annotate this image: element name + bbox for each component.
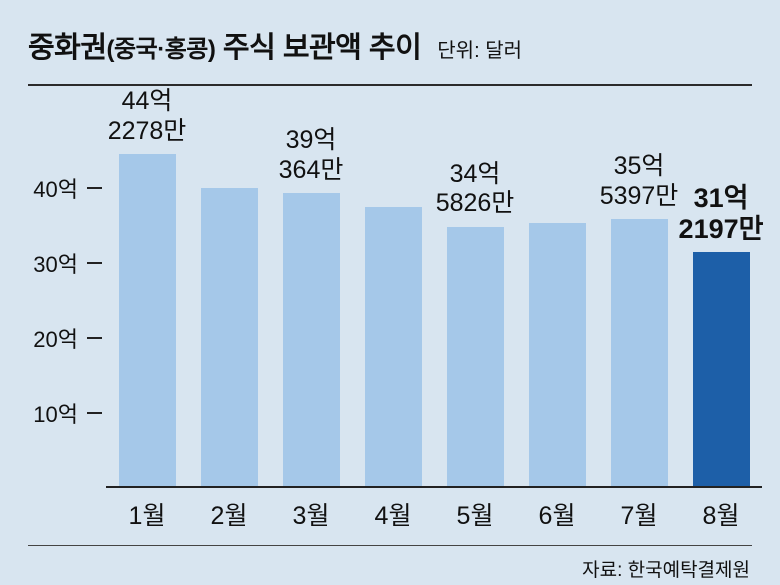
plot-area: 44억 2278만 39억 364만 34억 5826만 35억 5397만 31억 2197만 <box>106 87 764 488</box>
y-tick: 10억 <box>33 397 102 429</box>
y-tick-mark <box>87 337 102 339</box>
bar-value-label: 35억 5397만 <box>599 152 679 210</box>
bar-slot: 34억 5826만 <box>434 98 516 486</box>
x-tick-label: 5월 <box>456 502 494 530</box>
x-axis-labels: 1월 2월 3월 4월 5월 6월 7월 8월 <box>106 496 762 532</box>
bar-slot: 31억 2197만 <box>678 98 764 486</box>
y-tick: 40억 <box>33 172 102 204</box>
bar-slot: 39억 364만 <box>270 98 352 486</box>
y-tick-mark <box>87 262 102 264</box>
x-tick-label: 1월 <box>128 502 166 530</box>
bar-5월 <box>446 226 504 486</box>
bar-2월 <box>200 187 258 486</box>
y-tick-label: 30억 <box>33 252 78 277</box>
y-tick-mark <box>87 412 102 414</box>
x-tick-label: 2월 <box>210 502 248 530</box>
y-axis: 10억 20억 30억 40억 <box>28 98 106 488</box>
y-tick-mark <box>87 187 102 189</box>
bar-value-label: 31억 2197만 <box>678 183 764 244</box>
bar-7월 <box>610 219 668 486</box>
footer-divider <box>28 545 752 546</box>
x-tick-label: 3월 <box>292 502 330 530</box>
y-tick-label: 20억 <box>33 327 78 352</box>
chart-header: 중화권(중국·홍콩) 주식 보관액 추이 단위: 달러 <box>0 0 780 84</box>
bar-value-label: 34억 5826만 <box>435 159 515 218</box>
y-tick: 30억 <box>33 247 102 279</box>
bar-value-label: 44억 2278만 <box>107 87 187 145</box>
bar-4월 <box>364 207 422 486</box>
bar-slot <box>516 98 598 486</box>
x-tick-label: 7월 <box>620 502 658 530</box>
y-tick-label: 10억 <box>33 402 78 427</box>
chart-body: 10억 20억 30억 40억 44억 2278만 39억 364만 34억 5826만 35억 5… <box>28 87 764 488</box>
y-tick: 20억 <box>33 322 102 354</box>
bar-slot <box>188 98 270 486</box>
x-tick-label: 6월 <box>538 502 576 530</box>
title-part-paren: (중국·홍콩) <box>106 36 216 63</box>
header-divider <box>28 84 752 86</box>
bar-1월 <box>118 154 176 486</box>
x-tick-label: 8월 <box>702 502 740 530</box>
bar-slot <box>352 98 434 486</box>
title-part-region: 중화권 <box>28 32 107 64</box>
bar-slot: 44억 2278만 <box>106 87 188 486</box>
bar-3월 <box>282 193 340 486</box>
x-tick-label: 4월 <box>374 502 412 530</box>
unit-label: 단위: 달러 <box>437 40 522 62</box>
y-tick-label: 40억 <box>33 177 78 202</box>
bar-6월 <box>528 222 586 486</box>
title-part-rest: 주식 보관액 추이 <box>215 32 422 64</box>
source-label: 자료: 한국예탁결제원 <box>582 560 750 581</box>
bar-value-label: 39억 364만 <box>278 126 344 184</box>
page-title: 중화권(중국·홍콩) 주식 보관액 추이 <box>28 24 422 66</box>
bar-8월 <box>692 251 750 486</box>
bar-slot: 35억 5397만 <box>598 98 680 486</box>
